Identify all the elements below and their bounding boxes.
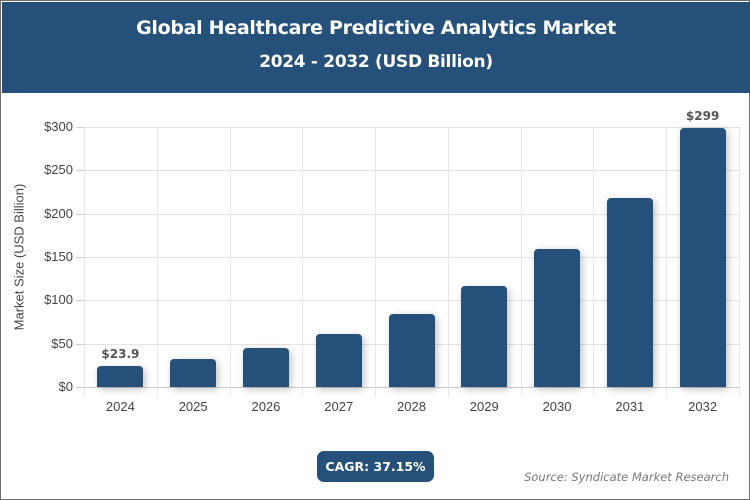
x-tick-label: 2028 [397,399,426,414]
bar-2027 [315,333,362,387]
vertical-gridline [84,127,85,397]
y-tick-mark [76,343,84,345]
y-tick-mark [76,387,84,388]
bar-2028 [388,313,435,387]
y-tick-label: $0 [58,379,73,394]
bar-2029 [461,286,508,387]
y-tick-mark [76,257,84,258]
x-tick-label: 2025 [178,399,208,414]
y-tick-label: $150 [44,249,73,264]
x-axis-line [84,387,739,388]
y-tick-mark [76,127,84,128]
chart-subtitle: 2024 - 2032 (USD Billion) [259,52,493,72]
vertical-gridline [447,127,449,397]
vertical-gridline [739,127,740,397]
vertical-gridline [593,127,595,397]
y-tick-label: $300 [44,119,73,134]
vertical-gridline [666,127,668,397]
gridline [84,170,739,172]
chart-header: Global Healthcare Predictive Analytics M… [2,2,750,93]
y-tick-mark [76,300,84,302]
x-tick-label: 2024 [105,399,135,414]
bar-2030 [534,249,581,387]
bar-2031 [606,197,653,387]
x-tick-label: 2027 [324,399,354,414]
y-tick-label: $100 [44,292,73,308]
bar-2025 [170,358,217,387]
gridline [84,213,739,215]
data-label: $299 [685,108,720,123]
y-tick-label: $50 [51,335,73,351]
x-tick-label: 2032 [688,399,718,414]
gridline [84,257,739,258]
y-tick-label: $200 [44,205,73,221]
vertical-gridline [520,127,522,397]
y-tick-mark [76,213,84,215]
source-note: Source: Syndicate Market Research [524,470,729,484]
gridline [84,300,739,302]
x-tick-label: 2026 [251,399,281,414]
vertical-gridline [375,127,377,397]
x-tick-label: 2029 [469,399,499,414]
vertical-gridline [229,127,231,397]
cagr-badge: CAGR: 37.15% [317,451,434,482]
vertical-gridline [302,127,304,397]
bar-2032 [679,127,726,387]
plot-area: 2024 $23.9 2025 2026 2027 2028 2029 2030 2031 203… [84,109,740,414]
vertical-gridline [156,127,158,397]
x-tick-label: 2031 [615,399,645,414]
bar-2024 [97,366,144,387]
gridline [84,127,739,128]
data-label: $23.9 [101,347,140,362]
y-tick-mark [76,170,84,172]
bar-2026 [242,348,289,387]
chart-title: Global Healthcare Predictive Analytics M… [136,17,616,39]
x-tick-label: 2030 [542,399,572,414]
y-tick-label: $250 [44,162,73,178]
